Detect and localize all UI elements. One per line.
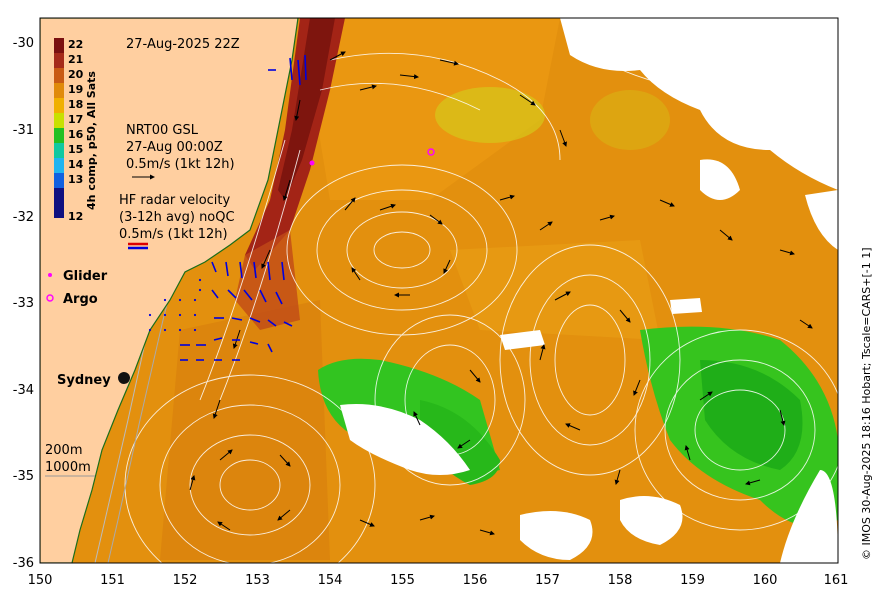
plot-frame (39, 17, 839, 564)
x-tick: 157 (535, 573, 560, 588)
argo-marker (427, 148, 435, 156)
ssh-contours (124, 52, 838, 563)
hf-radar-vectors (180, 54, 307, 361)
cold-water (700, 360, 803, 470)
sydney-marker (118, 372, 130, 384)
y-tick: -35 (13, 469, 34, 484)
hf-radar-points (148, 278, 202, 332)
warm-patch (160, 300, 330, 560)
colorbar-swatch-18 (54, 98, 64, 113)
colorbar-swatch-21 (54, 53, 64, 68)
colorbar-swatch-22 (54, 38, 64, 53)
x-tick: 156 (463, 573, 488, 588)
legend-argo: Argo (63, 292, 98, 307)
colorbar-swatch-15 (54, 143, 64, 158)
x-axis: 150 151 152 153 154 155 156 157 158 159 … (28, 573, 849, 588)
gsl-line3: 0.5m/s (1kt 12h) (126, 157, 235, 172)
colorbar-swatch-17 (54, 113, 64, 128)
land (40, 18, 299, 563)
colorbar-tick-16: 16 (68, 128, 84, 141)
glider-marker (309, 160, 315, 166)
gsl-velocity-vectors (189, 51, 813, 536)
isobath-label-1000: 1000m (45, 460, 91, 475)
x-tick: 152 (173, 573, 198, 588)
map-body (40, 18, 838, 563)
x-tick: 159 (680, 573, 705, 588)
colorbar-tick-13: 13 (68, 173, 83, 186)
cool-patch (590, 90, 670, 150)
colorbar-tick-19: 19 (68, 83, 83, 96)
y-tick: -36 (13, 556, 34, 571)
eac-core (278, 18, 335, 200)
credit-text: © IMOS 30-Aug-2025 18:16 Hobart; Tscale=… (860, 247, 873, 560)
hf-line2: (3-12h avg) noQC (119, 210, 235, 225)
y-tick: -30 (13, 36, 34, 51)
gsl-line2: 27-Aug 00:00Z (126, 140, 223, 155)
y-tick: -34 (13, 383, 34, 398)
cloud-gaps (340, 18, 838, 563)
legend-glider: Glider (63, 269, 108, 284)
gsl-line1: NRT00 GSL (126, 123, 199, 138)
colorbar-swatch-13 (54, 173, 64, 188)
isobath-label-200: 200m (45, 443, 82, 458)
colorbar-tick-18: 18 (68, 98, 83, 111)
colorbar-tick-17: 17 (68, 113, 83, 126)
x-tick: 154 (318, 573, 343, 588)
hf-line1: HF radar velocity (119, 193, 231, 208)
x-tick: 151 (100, 573, 125, 588)
y-tick: -31 (13, 123, 34, 138)
cool-patch (435, 87, 545, 143)
x-tick: 158 (608, 573, 633, 588)
x-tick: 160 (753, 573, 778, 588)
colorbar-tick-14: 14 (68, 158, 84, 171)
colorbar-swatch-19 (54, 83, 64, 98)
legend-argo-symbol (46, 294, 54, 302)
title-date: 27-Aug-2025 22Z (126, 37, 240, 52)
warm-patch (300, 18, 560, 200)
colorbar-swatch-16 (54, 128, 64, 143)
city-label: Sydney (57, 373, 111, 388)
colorbar-tick-20: 20 (68, 68, 84, 81)
y-axis: -30 -31 -32 -33 -34 -35 -36 (13, 36, 34, 571)
colorbar-tick-12: 12 (68, 210, 83, 223)
colorbar-swatch-20 (54, 68, 64, 83)
legend-glider-symbol (48, 273, 52, 277)
y-tick: -32 (13, 210, 34, 225)
colorbar-tick-22: 22 (68, 38, 83, 51)
y-tick: -33 (13, 296, 34, 311)
colorbar-tick-15: 15 (68, 143, 83, 156)
colorbar-label: 4h comp, p50, All Sats (85, 71, 98, 210)
hf-line3: 0.5m/s (1kt 12h) (119, 227, 228, 242)
colorbar: 22 21 20 19 18 17 16 15 14 13 12 4h comp… (54, 38, 98, 223)
warm-patch (450, 240, 660, 340)
x-tick: 155 (390, 573, 415, 588)
x-tick: 153 (245, 573, 270, 588)
x-tick: 150 (28, 573, 53, 588)
colorbar-swatch-12 (54, 188, 64, 218)
colorbar-swatch-14 (54, 158, 64, 173)
x-tick: 161 (824, 573, 849, 588)
colorbar-tick-21: 21 (68, 53, 83, 66)
